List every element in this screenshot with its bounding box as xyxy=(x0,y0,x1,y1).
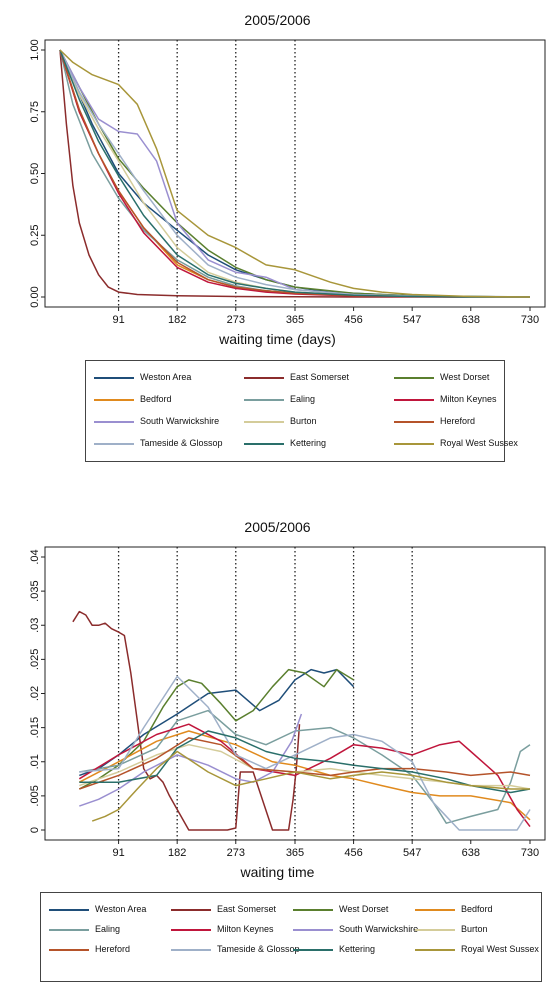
top-legend-label: Tameside & Glossop xyxy=(140,438,223,448)
bottom-legend-label: Royal West Sussex xyxy=(461,944,539,954)
bottom-series-kettering xyxy=(79,730,531,794)
bottom-legend-label: Kettering xyxy=(339,944,376,954)
bottom-x-tick-label: 365 xyxy=(286,847,304,859)
top-legend-swatch xyxy=(244,399,284,401)
bottom-legend-swatch xyxy=(293,929,333,931)
top-legend-swatch xyxy=(244,377,284,379)
top-legend-swatch xyxy=(394,421,434,423)
bottom-legend-swatch xyxy=(171,909,211,911)
bottom-x-tick-label: 456 xyxy=(344,847,362,859)
bottom-legend-swatch xyxy=(415,949,455,951)
top-legend-label: Milton Keynes xyxy=(440,394,497,404)
bottom-y-tick-label: 0 xyxy=(29,827,41,833)
bottom-series-milton-keynes xyxy=(78,723,531,828)
bottom-legend-swatch xyxy=(293,909,333,911)
bottom-legend-label: Tameside & Glossop xyxy=(217,944,300,954)
top-legend-label: Ealing xyxy=(290,394,316,404)
top-y-tick-label: 0.25 xyxy=(29,225,41,246)
top-legend-label: Hereford xyxy=(440,416,476,426)
top-y-tick-label: 0.50 xyxy=(29,163,41,184)
bottom-legend-label: West Dorset xyxy=(339,904,389,914)
bottom-chart-title: 2005/2006 xyxy=(244,519,311,535)
bottom-y-tick-label: .01 xyxy=(29,754,41,769)
top-legend-label: South Warwickshire xyxy=(140,416,220,426)
bottom-series-ealing xyxy=(79,709,531,824)
top-legend-label: Kettering xyxy=(290,438,327,448)
bottom-y-tick-label: .015 xyxy=(29,717,41,738)
top-x-tick-label: 91 xyxy=(112,314,124,326)
top-legend-swatch xyxy=(394,443,434,445)
top-y-tick-label: 0.00 xyxy=(29,286,41,307)
bottom-legend-label: Hereford xyxy=(95,944,131,954)
bottom-legend-swatch xyxy=(49,909,89,911)
top-series-royal-west-sussex xyxy=(59,49,531,298)
top-legend-label: Royal West Sussex xyxy=(440,438,518,448)
bottom-y-tick-label: .04 xyxy=(29,549,41,564)
top-chart-title: 2005/2006 xyxy=(244,12,311,28)
bottom-legend-label: Milton Keynes xyxy=(217,924,274,934)
top-legend-label: Burton xyxy=(290,416,317,426)
bottom-x-tick-label: 182 xyxy=(168,847,186,859)
top-legend-label: East Somerset xyxy=(290,372,350,382)
top-legend-swatch xyxy=(394,399,434,401)
bottom-chart-x-axis-label: waiting time xyxy=(240,864,315,880)
top-legend-label: West Dorset xyxy=(440,372,490,382)
top-x-tick-label: 182 xyxy=(168,314,186,326)
bottom-legend-swatch xyxy=(171,949,211,951)
bottom-legend-swatch xyxy=(49,929,89,931)
top-x-tick-label: 456 xyxy=(344,314,362,326)
bottom-x-tick-label: 730 xyxy=(521,847,539,859)
top-legend-swatch xyxy=(94,377,134,379)
bottom-legend-swatch xyxy=(171,929,211,931)
top-legend-swatch xyxy=(94,399,134,401)
top-legend-label: Weston Area xyxy=(140,372,192,382)
top-x-tick-label: 638 xyxy=(462,314,480,326)
top-legend-swatch xyxy=(244,443,284,445)
top-x-tick-label: 547 xyxy=(403,314,421,326)
bottom-legend-label: East Somerset xyxy=(217,904,277,914)
bottom-series-royal-west-sussex xyxy=(91,750,530,822)
bottom-series-tameside-and-glossop xyxy=(79,675,531,831)
top-chart-x-axis-label: waiting time (days) xyxy=(219,331,336,347)
bottom-x-tick-label: 638 xyxy=(462,847,480,859)
bottom-density-chart: 0 .005 .01 .015 .02 .025 .03 .035 .04 91 182 273 365… xyxy=(29,546,546,859)
top-y-tick-label: 0.75 xyxy=(29,101,41,122)
bottom-legend-label: Burton xyxy=(461,924,488,934)
top-chart-legend: Weston Area East Somerset West Dorset Bedfo… xyxy=(85,360,518,462)
bottom-legend-label: South Warwickshire xyxy=(339,924,419,934)
top-x-tick-label: 730 xyxy=(521,314,539,326)
top-survival-chart: 0.00 0.25 0.50 0.75 1.00 91 182 273 365 456 547 638… xyxy=(29,39,546,326)
bottom-y-tick-label: .02 xyxy=(29,686,41,701)
bottom-series-weston-area xyxy=(79,668,355,777)
bottom-y-tick-label: .025 xyxy=(29,649,41,670)
bottom-y-tick-label: .035 xyxy=(29,580,41,601)
bottom-series-east-somerset xyxy=(72,610,301,831)
top-y-tick-label: 1.00 xyxy=(29,39,41,60)
top-x-tick-label: 365 xyxy=(286,314,304,326)
bottom-series-burton xyxy=(79,743,531,790)
top-legend-swatch xyxy=(244,421,284,423)
bottom-series-west-dorset xyxy=(78,668,354,790)
top-legend-label: Bedford xyxy=(140,394,172,404)
top-legend-swatch xyxy=(94,421,134,423)
bottom-legend-swatch xyxy=(293,949,333,951)
bottom-chart-legend: Weston Area East Somerset West Dorset Bedfo… xyxy=(40,892,542,982)
bottom-legend-label: Bedford xyxy=(461,904,493,914)
bottom-legend-swatch xyxy=(49,949,89,951)
top-legend-swatch xyxy=(94,443,134,445)
top-x-tick-label: 273 xyxy=(227,314,245,326)
top-series-kettering xyxy=(59,49,530,298)
bottom-legend-label: Ealing xyxy=(95,924,121,934)
bottom-legend-swatch xyxy=(415,909,455,911)
bottom-x-tick-label: 273 xyxy=(227,847,245,859)
bottom-legend-swatch xyxy=(415,929,455,931)
bottom-y-tick-label: .03 xyxy=(29,618,41,633)
bottom-series-hereford xyxy=(79,737,531,790)
bottom-x-tick-label: 547 xyxy=(403,847,421,859)
bottom-y-tick-label: .005 xyxy=(29,785,41,806)
bottom-legend-label: Weston Area xyxy=(95,904,147,914)
top-legend-swatch xyxy=(394,377,434,379)
bottom-x-tick-label: 91 xyxy=(112,847,124,859)
